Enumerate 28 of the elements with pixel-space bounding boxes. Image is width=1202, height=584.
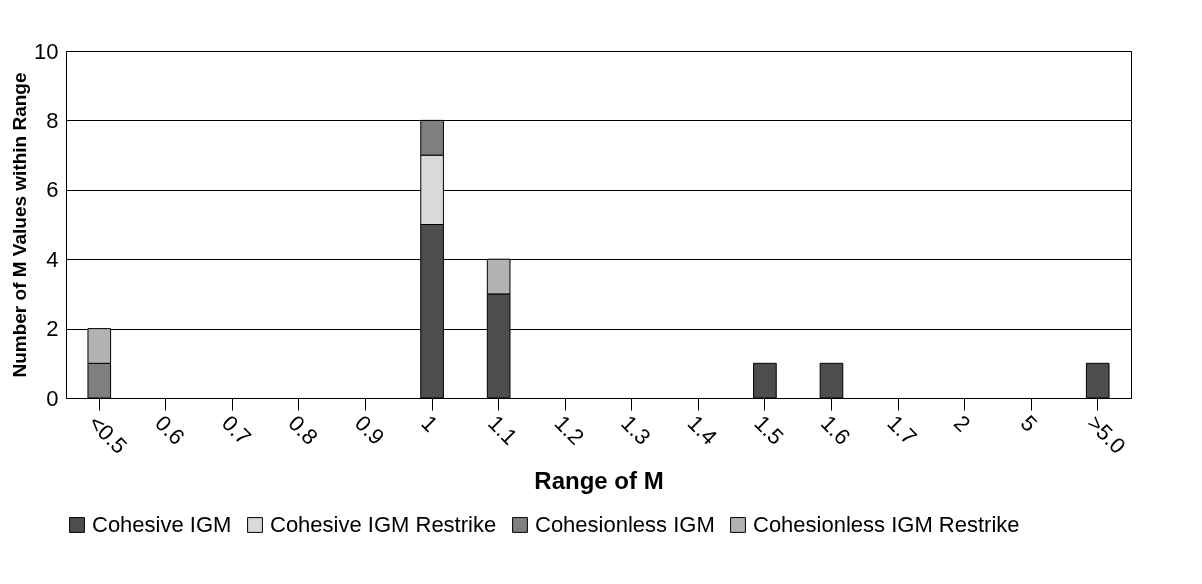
y-axis-title: Number of M Values within Range [9,72,31,378]
x-tick-label: 0.9 [349,410,390,450]
y-tick-label: 6 [46,177,59,203]
x-tick-label: 1 [416,410,443,437]
x-axis-title: Range of M [534,467,664,495]
legend-label: Cohesionless IGM [535,512,715,537]
x-tick-label: 2 [949,410,976,437]
legend-label: Cohesionless IGM Restrike [753,512,1020,537]
y-tick-label: 2 [46,316,59,342]
x-tick-label: 0.8 [283,410,323,450]
y-tick-label: 10 [34,38,59,64]
y-tick-label: 4 [46,246,59,272]
legend-label: Cohesive IGM [92,512,232,537]
x-tick-label: 1.7 [882,410,922,450]
x-tick-label: 1.2 [549,410,589,450]
x-tick-label: 1.5 [749,410,789,450]
legend-label: Cohesive IGM Restrike [270,512,497,537]
x-tick-label: <0.5 [83,410,133,459]
x-tick-label: 0.6 [150,410,190,450]
x-tick-label: 1.6 [815,410,856,450]
x-tick-label: 0.7 [216,410,257,450]
x-tick-label: >5.0 [1082,410,1131,459]
x-tick-label: 1.1 [483,410,523,450]
x-tick-label: 1.4 [682,410,723,450]
x-tick-label: 1.3 [616,410,656,450]
y-tick-label: 0 [46,385,59,411]
x-tick-label: 5 [1015,410,1042,437]
y-tick-label: 8 [46,107,59,133]
